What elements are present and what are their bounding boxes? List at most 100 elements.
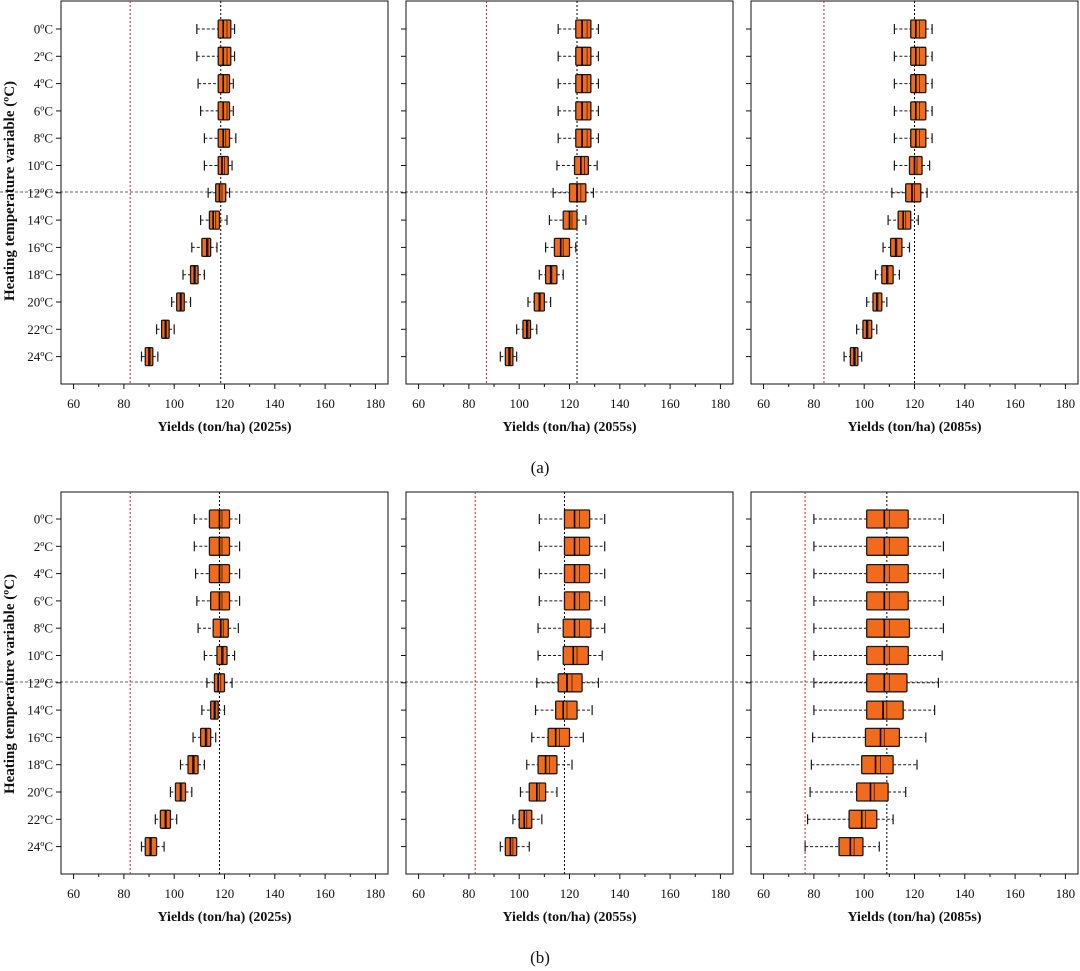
panel-a-chart-3-xtick-label: 100	[854, 396, 874, 411]
panel-b-chart-2-xtick-label: 60	[412, 886, 425, 901]
panel-a-chart-3-xtick-label: 160	[1005, 396, 1025, 411]
panel-a-chart-1-ytick-label: 14ºC	[27, 213, 53, 228]
panel-a-chart-3-box-4ºC	[893, 73, 933, 94]
panel-a-chart-1: 0ºC 2ºC 4ºC 6ºC 8ºC 10ºC 12ºC 14ºC 16ºC 18ºC 20ºC 2…	[27, 0, 389, 435]
panel-b-chart-1-box-12ºC	[206, 673, 233, 693]
panel-a-ylabel: Heating temperature variable (ºC)	[2, 81, 18, 301]
panel-a-chart-3-xtick-label: 120	[905, 396, 925, 411]
panel-b-chart-1-xlabel: Yields (ton/ha) (2025s)	[157, 910, 291, 925]
panel-b-ylabel: Heating temperature variable (ºC)	[2, 574, 18, 794]
panel-a-chart-3-xlabel: Yields (ton/ha) (2085s)	[847, 420, 981, 435]
panel-b-chart-1-ytick-label: 4ºC	[34, 566, 53, 581]
panel-b-chart-3-box-20ºC	[809, 782, 907, 802]
panel-a-chart-1-box-24ºC	[140, 346, 159, 367]
panel-a-chart-1-box-22ºC	[155, 319, 175, 339]
iqr-box	[217, 19, 232, 39]
panel-a-chart-2-box-2ºC	[557, 46, 600, 66]
panel-b-chart-1-ytick-label: 12ºC	[27, 675, 53, 690]
panel-b-chart-1-ytick-label: 16ºC	[27, 730, 53, 745]
panel-b-chart-2-xtick-label: 100	[509, 886, 529, 901]
iqr-box	[908, 155, 923, 176]
panel-a-chart-1-xtick-label: 60	[67, 396, 80, 411]
panel-b-chart-3-xtick-label: 120	[905, 886, 925, 901]
panel-a-chart-3-box-6ºC	[893, 101, 933, 121]
iqr-box	[563, 536, 591, 556]
panel-a-chart-1-xtick-label: 120	[215, 396, 235, 411]
panel-a-chart-1-ytick-label: 12ºC	[27, 185, 53, 200]
panel-a-chart-1-box-10ºC	[203, 155, 233, 176]
panel-b-chart-1: 0ºC 2ºC 4ºC 6ºC 8ºC 10ºC 12ºC 14ºC 16ºC 18ºC 20ºC 2…	[27, 491, 389, 925]
panel-a-chart-2-box-14ºC	[548, 210, 587, 230]
panel-a-chart-1-box-18ºC	[182, 265, 205, 285]
panel-a-chart-1-box-6ºC	[200, 101, 234, 121]
iqr-box	[557, 673, 583, 693]
panel-a-chart-1-ytick-label: 4ºC	[34, 76, 53, 91]
panel-b-chart-1-box-18ºC	[179, 755, 205, 775]
iqr-box	[563, 509, 591, 529]
panel-a-chart-3-box-12ºC	[891, 183, 928, 203]
panel-b-chart-1-ytick-label: 0ºC	[34, 512, 53, 527]
panel-b-chart-2: 60 80 100 120 140 160 180 Yields (ton/ha) (2055…	[401, 491, 734, 925]
iqr-box	[910, 19, 927, 39]
panel-b-charts: 0ºC 2ºC 4ºC 6ºC 8ºC 10ºC 12ºC 14ºC 16ºC 18ºC 20ºC 2…	[27, 491, 1079, 925]
panel-a-chart-1-ytick-label: 22ºC	[27, 322, 53, 337]
iqr-box	[213, 673, 226, 693]
panel-a-chart-2-box-12ºC	[552, 183, 594, 203]
panel-a-chart-3-box-18ºC	[874, 265, 901, 285]
panel-a-chart-1-xtick-label: 140	[265, 396, 285, 411]
panel-b-chart-3-xtick-label: 100	[854, 886, 874, 901]
panel-b-chart-1-ytick-label: 18ºC	[27, 757, 53, 772]
panel-a-caption: (a)	[531, 458, 550, 477]
iqr-box	[537, 755, 558, 775]
panel-b-chart-3-xtick-label: 180	[1056, 886, 1076, 901]
iqr-box	[215, 183, 227, 203]
iqr-box	[553, 237, 571, 258]
panel-b: Heating temperature variable (ºC) 0ºC 2ºC…	[2, 491, 1079, 967]
panel-b-chart-1-box-20ºC	[169, 782, 193, 802]
iqr-box	[217, 46, 232, 66]
panel-b-chart-2-box-18ºC	[526, 755, 573, 775]
iqr-box	[575, 19, 592, 39]
panel-a-chart-2-xtick-label: 160	[660, 396, 680, 411]
panel-b-chart-3-box-24ºC	[804, 836, 880, 857]
panel-b-chart-3-box-4ºC	[813, 563, 945, 584]
iqr-box	[562, 645, 590, 666]
panel-b-chart-1-box-4ºC	[194, 563, 241, 584]
panel-b-chart-1-ytick-label: 20ºC	[27, 785, 53, 800]
iqr-box	[866, 591, 909, 611]
iqr-box	[866, 618, 911, 638]
panel-b-chart-3: 60 80 100 120 140 160 180 Yields (ton/ha) (2085…	[746, 491, 1079, 925]
panel-a-chart-2-xtick-label: 60	[412, 396, 425, 411]
iqr-box	[910, 46, 927, 66]
panel-b-chart-3-xlabel: Yields (ton/ha) (2085s)	[847, 910, 981, 925]
panel-a-chart-1-ytick-label: 6ºC	[34, 103, 53, 118]
panel-b-chart-2-box-20ºC	[519, 782, 558, 802]
panel-a-chart-2-xtick-label: 80	[462, 396, 475, 411]
panel-a-chart-3-box-22ºC	[856, 319, 878, 339]
panel-a-chart-1-box-2ºC	[196, 46, 236, 66]
iqr-box	[910, 128, 927, 148]
panel-a-chart-3-box-14ºC	[887, 210, 919, 230]
panel-a-chart-3-xtick-label: 60	[757, 396, 770, 411]
iqr-box	[866, 563, 909, 584]
panel-a-chart-1-xtick-label: 80	[117, 396, 130, 411]
panel-b-chart-1-box-24ºC	[140, 836, 165, 857]
iqr-box	[910, 73, 927, 94]
iqr-box	[866, 536, 909, 556]
panel-b-chart-1-ytick-label: 14ºC	[27, 703, 53, 718]
panel-b-chart-1-ytick-label: 24ºC	[27, 839, 53, 854]
panel-b-chart-1-box-6ºC	[196, 591, 241, 611]
panel-a-chart-2-xtick-label: 120	[560, 396, 580, 411]
panel-a-chart-3-box-16ºC	[882, 237, 911, 258]
iqr-box	[575, 101, 592, 121]
iqr-box	[866, 673, 908, 693]
panel-b-chart-3-box-14ºC	[813, 700, 936, 720]
panel-b-chart-2-box-6ºC	[538, 591, 606, 611]
panel-b-chart-2-box-4ºC	[538, 563, 606, 584]
iqr-box	[547, 727, 571, 748]
panel-a-chart-3-box-2ºC	[893, 46, 933, 66]
panel-b-chart-1-box-0ºC	[193, 509, 241, 529]
panel-a-chart-2-xtick-label: 180	[711, 396, 731, 411]
iqr-box	[555, 700, 578, 720]
